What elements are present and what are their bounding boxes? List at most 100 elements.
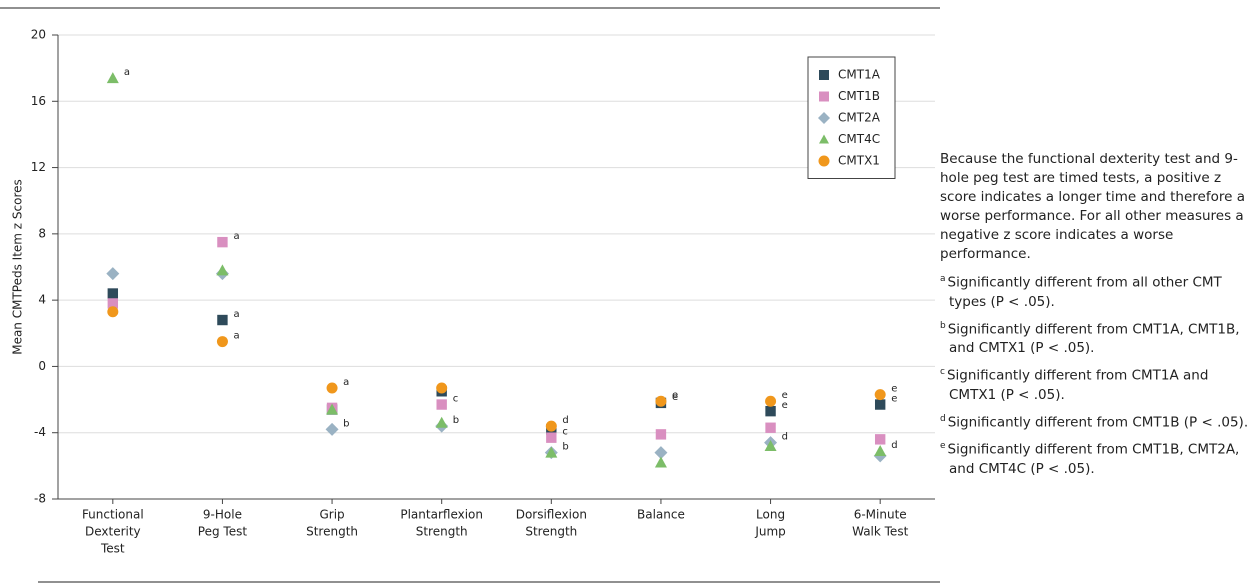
footnote-text: Significantly different from CMT1A, CMT1… bbox=[947, 321, 1240, 356]
footnote: b Significantly different from CMT1A, CMT… bbox=[940, 317, 1252, 359]
footnote: a Significantly different from all other … bbox=[940, 270, 1252, 312]
x-tick-label: 9-Hole bbox=[203, 508, 242, 522]
significance-note: b bbox=[343, 418, 349, 429]
significance-note: a bbox=[233, 231, 239, 242]
y-tick-label: 16 bbox=[31, 94, 46, 108]
marker bbox=[217, 236, 228, 248]
footnote-text: Significantly different from all other C… bbox=[947, 274, 1222, 310]
x-tick-label: Dexterity bbox=[85, 525, 141, 539]
x-tick-label: Peg Test bbox=[198, 525, 248, 539]
note-intro: Because the functional dexterity test an… bbox=[940, 151, 1245, 262]
y-tick-label: 4 bbox=[38, 293, 46, 307]
marker bbox=[655, 429, 667, 440]
marker bbox=[325, 422, 339, 436]
x-tick-label: Long bbox=[756, 508, 785, 522]
marker bbox=[874, 434, 886, 445]
marker bbox=[655, 395, 667, 407]
y-tick-label: 0 bbox=[38, 359, 46, 373]
footnote-mark: c bbox=[940, 367, 945, 377]
x-tick-label: Plantarflexion bbox=[400, 508, 483, 522]
significance-note: d bbox=[562, 415, 568, 426]
marker bbox=[765, 395, 777, 407]
legend-label: CMT4C bbox=[838, 132, 880, 146]
x-tick-label: Strength bbox=[306, 525, 358, 539]
marker bbox=[106, 267, 120, 281]
marker bbox=[107, 288, 119, 299]
legend-marker bbox=[818, 112, 830, 124]
marker bbox=[874, 399, 886, 410]
significance-note: a bbox=[233, 309, 239, 320]
footnote-mark: e bbox=[940, 441, 946, 451]
y-tick-label: -8 bbox=[34, 492, 46, 506]
significance-note: d bbox=[891, 440, 897, 451]
side-note: Because the functional dexterity test an… bbox=[940, 150, 1252, 484]
significance-note: e bbox=[891, 394, 897, 405]
significance-note: d bbox=[782, 432, 788, 443]
marker bbox=[874, 389, 886, 401]
y-tick-label: 20 bbox=[31, 28, 46, 42]
marker bbox=[436, 382, 448, 394]
y-tick-label: -4 bbox=[34, 425, 46, 439]
marker bbox=[326, 382, 338, 394]
significance-note: e bbox=[672, 390, 678, 401]
footnote: e Significantly different from CMT1B, CMT… bbox=[940, 437, 1252, 479]
significance-note: e bbox=[672, 392, 678, 403]
significance-note: c bbox=[453, 394, 459, 405]
x-tick-label: Functional bbox=[82, 508, 144, 522]
footnote-text: Significantly different from CMT1B (P < … bbox=[947, 414, 1249, 430]
marker bbox=[545, 446, 558, 458]
x-tick-label: Strength bbox=[416, 525, 468, 539]
x-tick-label: Balance bbox=[637, 508, 685, 522]
marker bbox=[654, 446, 668, 460]
marker bbox=[216, 336, 228, 348]
footnote-mark: b bbox=[940, 320, 946, 331]
x-tick-label: Dorsiflexion bbox=[516, 508, 587, 522]
footnote: d Significantly different from CMT1B (P <… bbox=[940, 410, 1252, 433]
significance-note: b bbox=[562, 442, 568, 453]
significance-note: e bbox=[782, 400, 788, 411]
legend-marker bbox=[819, 70, 829, 80]
footnote-text: Significantly different from CMT1A and C… bbox=[946, 367, 1209, 403]
legend-marker bbox=[819, 134, 829, 144]
marker bbox=[436, 399, 447, 410]
marker bbox=[546, 432, 557, 443]
footnote-mark: a bbox=[940, 274, 946, 284]
x-tick-label: 6-Minute bbox=[854, 508, 907, 522]
marker bbox=[764, 439, 777, 451]
footnote: c Significantly different from CMT1A and … bbox=[940, 363, 1252, 405]
marker bbox=[326, 403, 339, 415]
y-tick-label: 8 bbox=[38, 226, 46, 240]
marker bbox=[765, 405, 776, 417]
significance-note: b bbox=[453, 415, 459, 426]
x-tick-label: Strength bbox=[525, 525, 577, 539]
footnote-text: Significantly different from CMT1B, CMT2… bbox=[947, 441, 1240, 477]
x-tick-label: Jump bbox=[754, 525, 785, 539]
x-tick-label: Test bbox=[100, 542, 125, 556]
legend-marker bbox=[819, 91, 829, 102]
significance-note: e bbox=[891, 384, 897, 395]
marker bbox=[874, 444, 887, 456]
footnote-mark: d bbox=[940, 413, 946, 424]
marker bbox=[216, 264, 229, 276]
marker bbox=[107, 306, 119, 318]
legend-label: CMT1B bbox=[838, 89, 880, 103]
legend-marker bbox=[818, 155, 830, 167]
legend-label: CMTX1 bbox=[838, 154, 880, 168]
marker bbox=[765, 422, 776, 433]
y-tick-label: 12 bbox=[31, 160, 46, 174]
legend-label: CMT1A bbox=[838, 68, 881, 82]
marker bbox=[545, 420, 557, 432]
marker bbox=[107, 298, 119, 309]
x-tick-label: Grip bbox=[319, 508, 344, 522]
significance-note: a bbox=[233, 331, 239, 342]
significance-note: c bbox=[562, 427, 568, 438]
y-axis-label: Mean CMTPeds Item z Scores bbox=[11, 179, 25, 355]
marker bbox=[435, 416, 448, 428]
marker bbox=[106, 72, 119, 84]
x-tick-label: Walk Test bbox=[852, 525, 908, 539]
significance-note: a bbox=[343, 377, 349, 388]
chart: Mean CMTPeds Item z Scores -8 -4 0 4 8 12 16 20… bbox=[0, 7, 940, 583]
significance-note: a bbox=[124, 67, 130, 78]
legend-label: CMT2A bbox=[838, 111, 881, 125]
